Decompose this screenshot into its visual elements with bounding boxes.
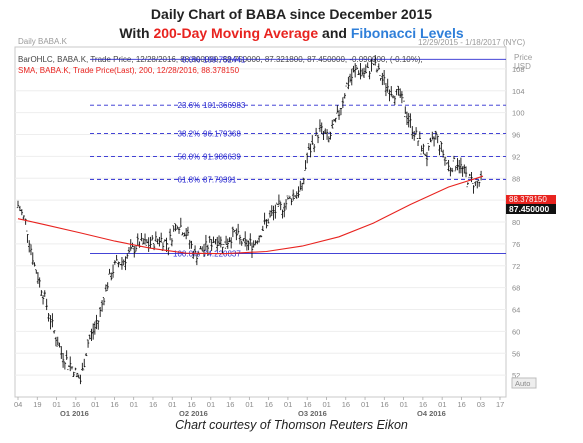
fib-level-label: 100.0%	[173, 250, 200, 259]
x-axis: 04 19 01 16 01 16 01 16 01 16 01 16 01 16 01 16 01 16 01 16…	[14, 397, 504, 416]
fib-level-value: 109.752441	[203, 55, 246, 64]
auto-scale-button[interactable]	[511, 377, 537, 389]
y-tick-label: 96	[512, 131, 520, 140]
y-tick-label: 100	[512, 109, 525, 118]
price-series	[16, 55, 483, 385]
x-tick-label: 17	[496, 400, 504, 409]
fib-level-value: 101.366983	[203, 101, 246, 110]
sma-price-tag-label: 88.378150	[509, 195, 547, 204]
fib-level-label: 61.8%	[178, 175, 201, 184]
fib-level-label: 23.6%	[178, 101, 201, 110]
price-axis-label: Price	[514, 53, 533, 62]
price-chart: Daily BABA.K 12/29/2015 - 1/18/2017 (NYC…	[14, 38, 556, 416]
heading-moving-average: 200-Day Moving Average	[153, 25, 319, 41]
y-tick-label: 72	[512, 262, 520, 271]
panel-title: Daily BABA.K	[18, 38, 68, 46]
quarter-label: Q2 2016	[179, 409, 208, 416]
grid	[15, 68, 506, 376]
x-tick-label: 03	[477, 400, 485, 409]
x-tick-label: 19	[33, 400, 41, 409]
x-tick-label: 01	[130, 400, 138, 409]
x-tick-label: 16	[149, 400, 157, 409]
x-tick-label: 16	[419, 400, 427, 409]
x-tick-label: 16	[380, 400, 388, 409]
x-tick-label: 01	[168, 400, 176, 409]
x-tick-label: 16	[342, 400, 350, 409]
x-tick-label: 01	[91, 400, 99, 409]
heading-fibonacci: Fibonacci Levels	[350, 25, 464, 41]
quarter-label: Q3 2016	[298, 409, 327, 416]
last-price-tag-label: 87.450000	[509, 204, 549, 214]
quarter-label: Q4 2016	[417, 409, 446, 416]
currency-label: USD	[514, 62, 531, 71]
auto-scale-label: Auto	[515, 379, 530, 388]
y-axis: 525660646872768084889296100104108	[512, 65, 525, 380]
x-tick-label: 01	[284, 400, 292, 409]
chart-caption: Chart courtesy of Thomson Reuters Eikon	[175, 418, 408, 432]
sma-price-tag	[506, 195, 556, 204]
y-tick-label: 60	[512, 327, 520, 336]
fibonacci-levels: 0.0% 109.752441 23.6% 101.366983 38.2% 96.179…	[90, 55, 506, 259]
x-tick-label: 01	[207, 400, 215, 409]
y-tick-label: 104	[512, 87, 525, 96]
y-tick-label: 52	[512, 371, 520, 380]
x-tick-label: 16	[303, 400, 311, 409]
fib-level-value: 87.79391	[203, 175, 237, 184]
x-tick-label: 16	[457, 400, 465, 409]
y-tick-label: 88	[512, 174, 520, 183]
last-price-tag	[506, 204, 556, 214]
y-tick-label: 76	[512, 240, 520, 249]
y-tick-label: 68	[512, 284, 520, 293]
fib-level-label: 0.0%	[182, 55, 200, 64]
heading-prefix: With	[119, 25, 154, 41]
fib-level-label: 38.2%	[178, 130, 201, 139]
quarter-label: Q1 2016	[60, 409, 89, 416]
fib-level-label: 50.0%	[178, 152, 201, 161]
x-tick-label: 16	[72, 400, 80, 409]
chart-heading-line1: Daily Chart of BABA since December 2015	[150, 6, 433, 22]
y-tick-label: 64	[512, 306, 520, 315]
legend-sma: SMA, BABA.K, Trade Price(Last), 200, 12/…	[18, 66, 240, 75]
x-tick-label: 16	[110, 400, 118, 409]
fib-level-value: 96.179368	[203, 130, 241, 139]
y-tick-label: 56	[512, 349, 520, 358]
fib-level-value: 91.986639	[203, 152, 241, 161]
x-tick-label: 16	[226, 400, 234, 409]
date-range: 12/29/2015 - 1/18/2017 (NYC)	[418, 38, 526, 47]
y-tick-label: 108	[512, 65, 525, 74]
y-tick-label: 92	[512, 152, 520, 161]
sma-200-line	[17, 175, 484, 255]
x-tick-label: 16	[188, 400, 196, 409]
x-tick-label: 01	[438, 400, 446, 409]
x-tick-label: 01	[322, 400, 330, 409]
x-tick-label: 01	[245, 400, 253, 409]
x-tick-label: 01	[361, 400, 369, 409]
heading-mid: and	[318, 25, 351, 41]
y-tick-label: 80	[512, 218, 520, 227]
x-tick-label: 01	[53, 400, 61, 409]
x-tick-label: 04	[14, 400, 22, 409]
x-tick-label: 01	[400, 400, 408, 409]
chart-heading-line2: With 200-Day Moving Average and Fibonacc…	[0, 25, 583, 41]
x-tick-label: 16	[265, 400, 273, 409]
